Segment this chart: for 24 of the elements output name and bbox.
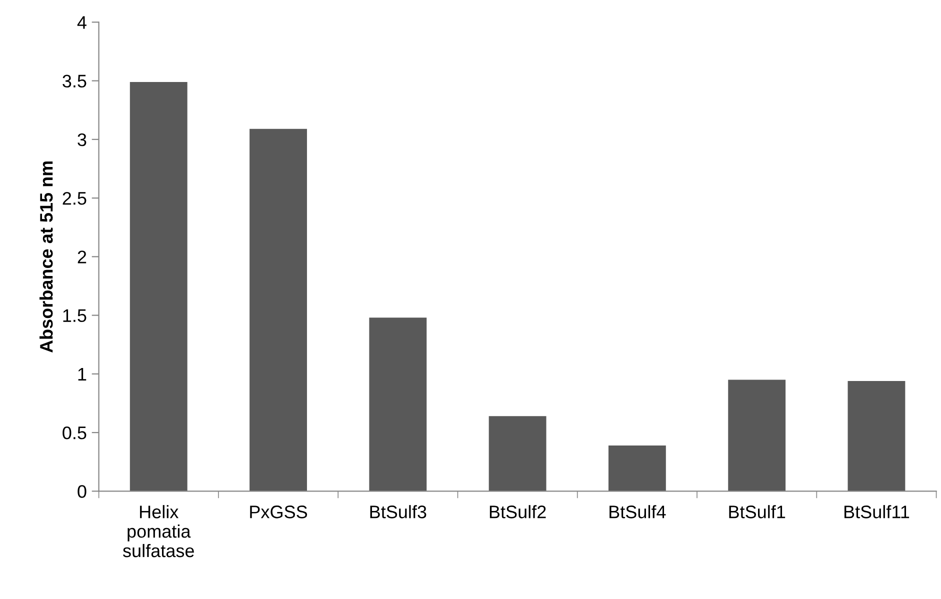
bar: [488, 416, 546, 492]
x-tick-label: BtSulf11: [844, 505, 910, 518]
bar: [848, 380, 906, 492]
y-tick-label: 2.5: [62, 192, 86, 205]
x-tick-label: BtSulf1: [729, 505, 786, 518]
x-tick-label: BtSulf2: [490, 505, 546, 518]
y-tick-label: 1.5: [63, 309, 86, 322]
x-tick-label: BtSulf4: [610, 505, 666, 518]
y-tick-label: 1: [78, 368, 86, 380]
y-tick-label: 4: [77, 16, 86, 29]
bar: [130, 82, 188, 492]
bar: [608, 445, 666, 492]
x-tick-label: PxGSS: [250, 506, 308, 518]
y-axis-title: Absorbance at 515 nm: [40, 161, 53, 353]
y-tick-label: 0.5: [62, 426, 86, 440]
y-tick-label: 3: [78, 133, 86, 146]
bar: [369, 318, 427, 492]
y-tick-label: 3.5: [62, 74, 86, 88]
x-tick-label: Helix pomatia sulfatase: [122, 505, 194, 558]
y-tick-label: 2: [78, 250, 86, 264]
bar: [250, 128, 307, 492]
x-tick-label: BtSulf3: [370, 505, 426, 518]
bar: [728, 380, 786, 492]
y-tick-label: 0: [78, 485, 86, 498]
